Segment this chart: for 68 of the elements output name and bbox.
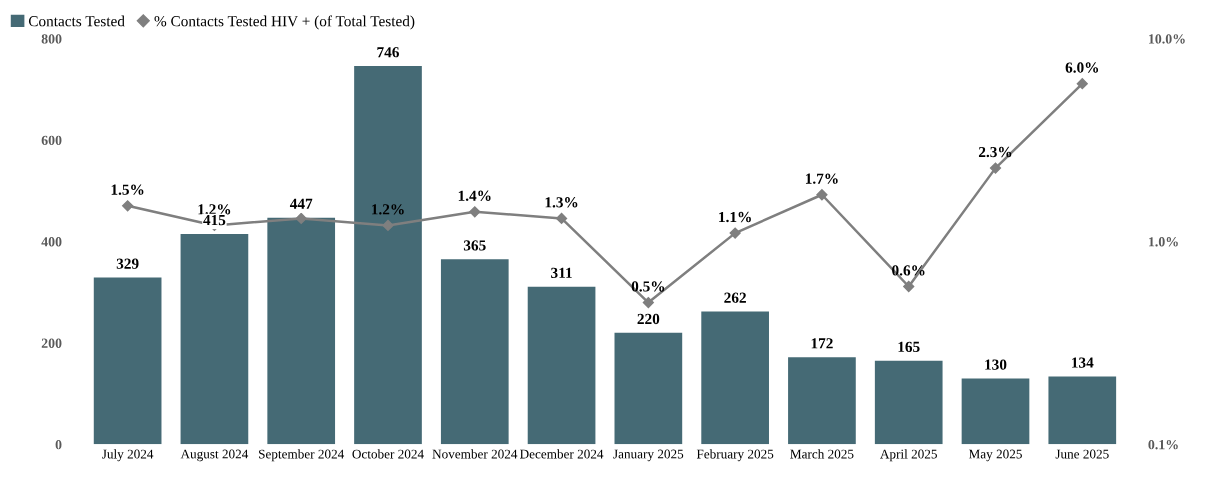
data-label: 0.5% bbox=[631, 281, 665, 292]
x-tick-label: May 2025 bbox=[968, 449, 1022, 462]
x-tick-label: October 2024 bbox=[352, 449, 424, 459]
x-tick-label: November 2024 bbox=[432, 449, 518, 459]
bar bbox=[440, 259, 509, 445]
data-label: 2.3% bbox=[978, 146, 1012, 158]
data-label: 329 bbox=[116, 258, 139, 269]
x-tick-label: July 2024 bbox=[102, 449, 154, 462]
data-label: 311 bbox=[551, 267, 572, 278]
legend-label: Contacts Tested bbox=[28, 15, 125, 27]
data-label: 447 bbox=[289, 198, 313, 209]
y2-tick-label: 1.0% bbox=[1149, 237, 1178, 247]
point bbox=[816, 189, 828, 201]
bar bbox=[527, 286, 596, 445]
bar bbox=[701, 311, 769, 445]
bar bbox=[1048, 376, 1117, 445]
point bbox=[122, 200, 134, 212]
point bbox=[729, 227, 741, 239]
point bbox=[555, 212, 568, 224]
x-tick-label: December 2024 bbox=[520, 449, 604, 459]
y2-tick-label: 0.1% bbox=[1148, 439, 1178, 450]
point bbox=[1076, 78, 1088, 90]
data-label: 746 bbox=[377, 47, 399, 58]
point bbox=[382, 219, 394, 232]
y-tick-label: 0 bbox=[55, 439, 62, 450]
data-label: 172 bbox=[811, 338, 833, 349]
data-label: 134 bbox=[1072, 357, 1094, 368]
point bbox=[469, 206, 481, 218]
data-label: 262 bbox=[724, 292, 746, 303]
data-label: 130 bbox=[985, 359, 1007, 370]
bar bbox=[788, 357, 856, 445]
data-label: 1.2% bbox=[198, 204, 231, 215]
bar bbox=[874, 360, 943, 445]
data-label: 415 bbox=[203, 215, 226, 226]
bar bbox=[354, 66, 422, 445]
x-tick-label: January 2025 bbox=[613, 449, 684, 462]
legend-label: % Contacts Tested HIV + (of Total Tested) bbox=[154, 15, 415, 30]
x-tick-label: April 2025 bbox=[880, 449, 937, 462]
data-label: 1.4% bbox=[458, 190, 491, 201]
y-tick-label: 600 bbox=[41, 135, 62, 146]
data-label: 220 bbox=[637, 313, 660, 325]
data-label: 1.7% bbox=[805, 173, 838, 184]
bar bbox=[614, 332, 683, 445]
x-tick-label: September 2024 bbox=[259, 449, 345, 462]
point bbox=[903, 280, 915, 293]
data-label: 0.6% bbox=[892, 265, 925, 276]
y-tick-label: 200 bbox=[41, 338, 62, 348]
point bbox=[295, 212, 307, 224]
data-label: 6.0% bbox=[1065, 62, 1099, 73]
data-label: 165 bbox=[898, 341, 920, 353]
bar bbox=[961, 378, 1030, 445]
y-tick-label: 800 bbox=[41, 34, 62, 44]
data-label: 1.2% bbox=[372, 204, 404, 215]
point bbox=[989, 162, 1002, 174]
data-label: 1.5% bbox=[111, 184, 144, 195]
data-label: 1.3% bbox=[545, 197, 578, 208]
point bbox=[642, 296, 654, 309]
bar bbox=[267, 217, 336, 445]
data-label: 365 bbox=[463, 240, 486, 251]
bar bbox=[180, 233, 249, 445]
data-label: 1.1% bbox=[719, 211, 751, 223]
y2-tick-label: 10.0% bbox=[1149, 34, 1185, 44]
y-tick-label: 400 bbox=[41, 237, 62, 247]
x-tick-label: June 2025 bbox=[1055, 449, 1109, 459]
x-tick-label: March 2025 bbox=[790, 449, 854, 459]
x-tick-label: February 2025 bbox=[696, 449, 774, 462]
bar bbox=[93, 277, 162, 445]
x-tick-label: August 2024 bbox=[180, 449, 249, 462]
